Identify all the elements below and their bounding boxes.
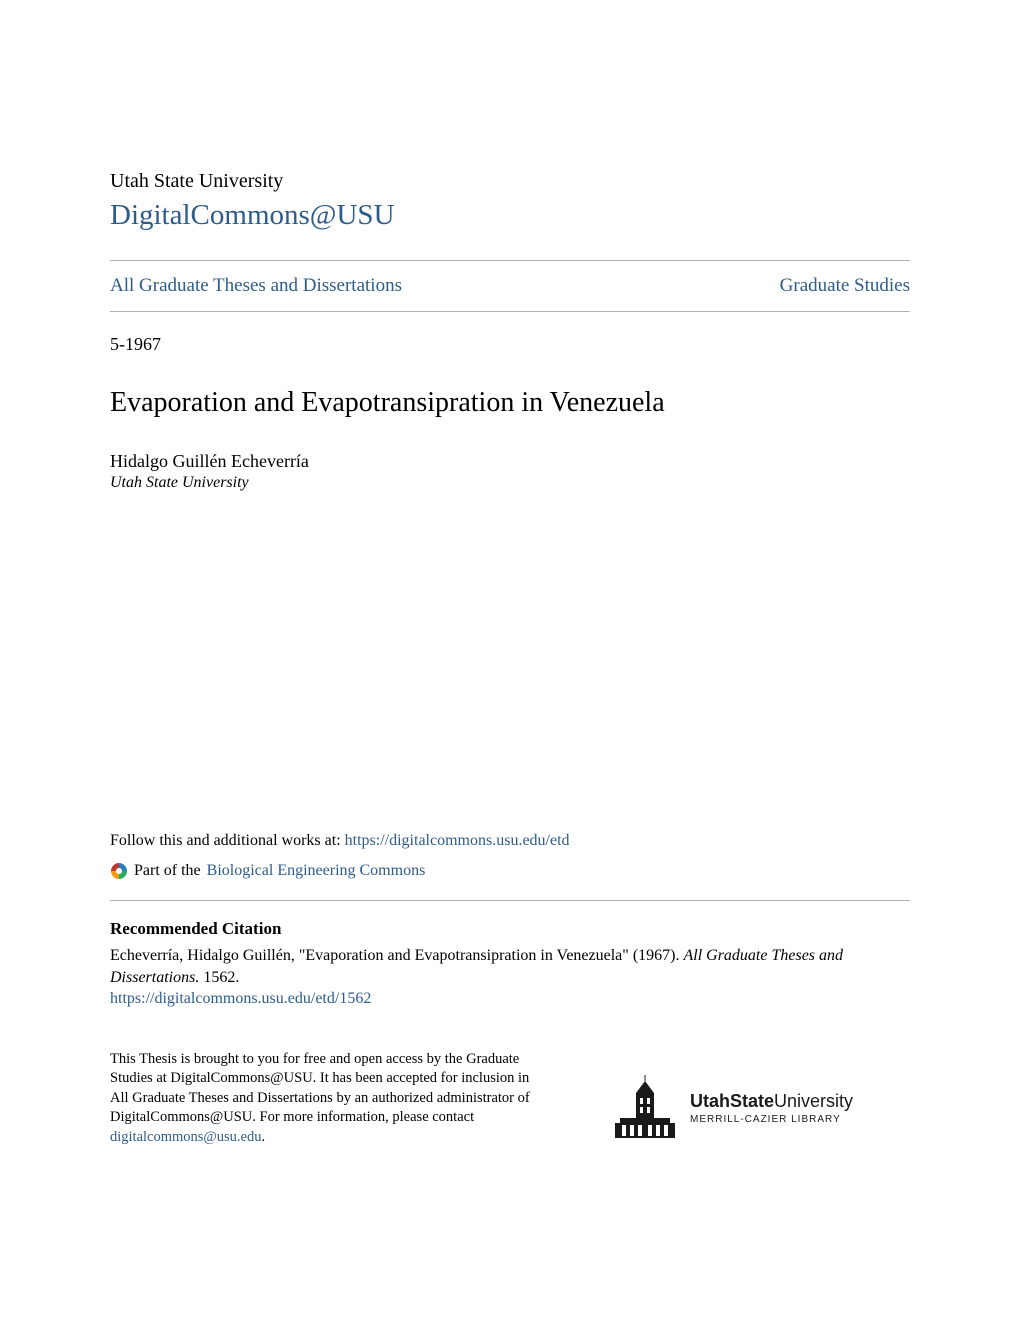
citation-heading: Recommended Citation [110, 919, 910, 939]
logo-main-bold: UtahState [690, 1091, 774, 1111]
nav-link-theses[interactable]: All Graduate Theses and Dissertations [110, 275, 402, 297]
follow-url-link[interactable]: https://digitalcommons.usu.edu/etd [345, 832, 570, 849]
network-icon [110, 862, 128, 880]
divider-nav [110, 311, 910, 312]
disclaimer-text: This Thesis is brought to you for free a… [110, 1051, 530, 1126]
content-spacer [110, 492, 910, 832]
logo-library-name: MERRILL-CAZIER LIBRARY [690, 1114, 853, 1125]
footer-disclaimer: This Thesis is brought to you for free a… [110, 1050, 530, 1148]
logo-university-name: UtahStateUniversity [690, 1091, 853, 1112]
logo-main-light: University [774, 1091, 853, 1111]
contact-email-link[interactable]: digitalcommons@usu.edu [110, 1129, 262, 1145]
repository-title[interactable]: DigitalCommons@USU [110, 199, 910, 232]
citation-text-part2: 1562. [199, 969, 239, 986]
divider-citation [110, 900, 910, 901]
author-name: Hidalgo Guillén Echeverría [110, 451, 910, 472]
part-of-prefix: Part of the [134, 862, 201, 880]
citation-body: Echeverría, Hidalgo Guillén, "Evaporatio… [110, 945, 910, 1010]
follow-works-line: Follow this and additional works at: htt… [110, 832, 910, 850]
disclaimer-period: . [262, 1129, 266, 1145]
logo-text-block: UtahStateUniversity MERRILL-CAZIER LIBRA… [690, 1091, 853, 1125]
follow-prefix: Follow this and additional works at: [110, 832, 345, 849]
breadcrumb-nav: All Graduate Theses and Dissertations Gr… [110, 261, 910, 311]
nav-link-graduate-studies[interactable]: Graduate Studies [780, 275, 910, 297]
part-of-line: Part of the Biological Engineering Commo… [110, 862, 910, 880]
institution-name: Utah State University [110, 170, 910, 193]
author-affiliation: Utah State University [110, 474, 910, 492]
citation-section: Recommended Citation Echeverría, Hidalgo… [110, 919, 910, 1010]
footer-row: This Thesis is brought to you for free a… [110, 1050, 910, 1148]
work-title: Evaporation and Evapotransipration in Ve… [110, 387, 910, 419]
library-building-icon [610, 1073, 680, 1143]
publication-date: 5-1967 [110, 334, 910, 355]
commons-link[interactable]: Biological Engineering Commons [207, 862, 426, 880]
citation-url-link[interactable]: https://digitalcommons.usu.edu/etd/1562 [110, 990, 371, 1007]
usu-library-logo: UtahStateUniversity MERRILL-CAZIER LIBRA… [610, 1068, 910, 1148]
citation-text-part1: Echeverría, Hidalgo Guillén, "Evaporatio… [110, 947, 683, 964]
